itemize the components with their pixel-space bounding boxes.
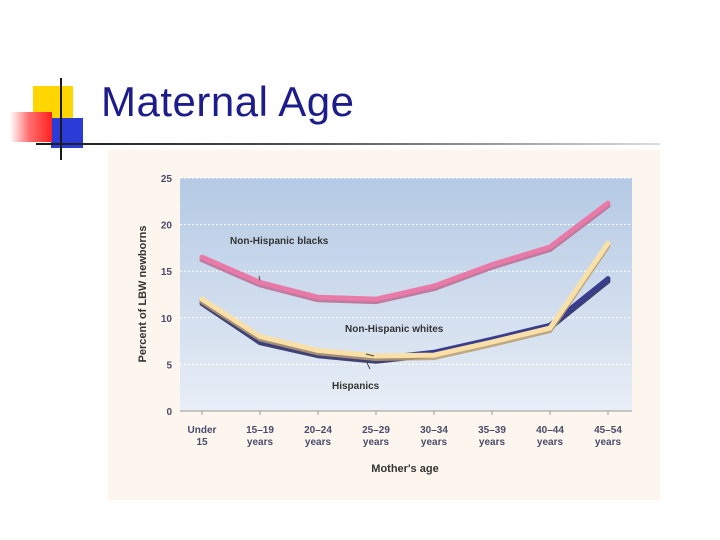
x-tick-label: 35–39: [478, 425, 506, 436]
y-tick-label: 5: [166, 360, 172, 371]
x-tick-label: years: [363, 437, 390, 448]
annotation-label: Non-Hispanic blacks: [230, 236, 329, 247]
y-axis-title: Percent of LBW newborns: [137, 226, 149, 363]
series-annotations: Non-Hispanic blacks Non-Hispanic whites Hi…: [230, 236, 444, 392]
x-tick-label: Under: [188, 425, 217, 436]
chart-panel: 0 5 10 15 20 25 Under 15 15–19 years 20–24 years 25–…: [108, 150, 660, 500]
slide-title: Maternal Age: [101, 78, 355, 125]
series-lines: [199, 200, 611, 364]
x-tick-label: years: [421, 437, 448, 448]
x-tick-label: 20–24: [304, 425, 332, 436]
line-chart: 0510152025Under1515–19years20–24years25–…: [137, 174, 632, 475]
annotation-pointer: [365, 360, 371, 370]
y-tick-label: 25: [161, 174, 173, 185]
y-tick-label: 20: [161, 221, 173, 232]
x-tick-label: years: [305, 437, 332, 448]
annotation-pointer: [258, 275, 261, 281]
decor-red-gradient-bar: [10, 112, 52, 142]
x-axis-title: Mother's age: [371, 463, 438, 475]
x-tick-label: years: [247, 437, 274, 448]
x-tick-label: years: [479, 437, 506, 448]
series-line-0: [199, 200, 611, 302]
x-tick-label: 25–29: [362, 425, 390, 436]
x-tick-label: years: [537, 437, 564, 448]
decor-vertical-line: [60, 78, 62, 160]
decor-horizontal-rule: [36, 143, 660, 145]
y-tick-label: 15: [161, 267, 173, 278]
x-tick-label: 30–34: [420, 425, 448, 436]
annotation-pointer: [365, 353, 375, 357]
y-tick-label: 10: [161, 314, 173, 325]
x-tick-label: 45–54: [594, 425, 622, 436]
x-tick-label: years: [595, 437, 622, 448]
annotation-label: Non-Hispanic whites: [345, 324, 444, 335]
y-tick-label: 0: [166, 407, 172, 418]
axis-tick-labels: 0510152025Under1515–19years20–24years25–…: [161, 174, 622, 448]
x-tick-label: 40–44: [536, 425, 564, 436]
x-tick-label: 15–19: [246, 425, 274, 436]
x-tick-label: 15: [196, 437, 208, 448]
series-line-2: [199, 240, 611, 359]
annotation-label: Hispanics: [332, 381, 380, 392]
